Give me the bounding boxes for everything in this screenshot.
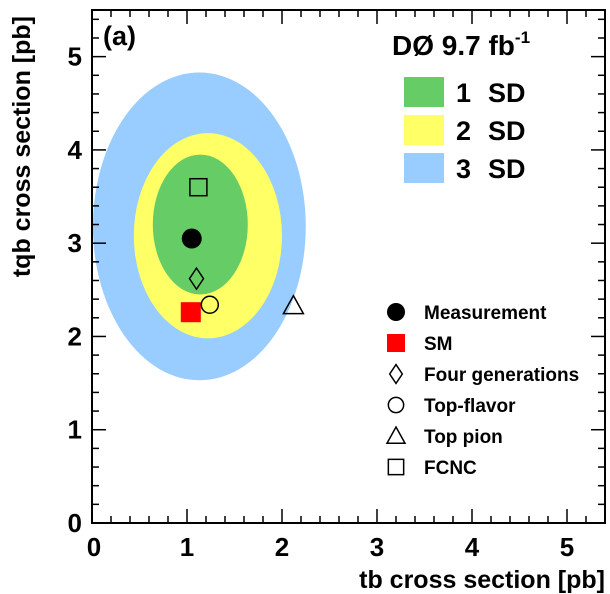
legend-marker-measurement (387, 303, 405, 321)
legend-entry-label: Measurement (424, 303, 547, 324)
legend-marker-four-generations (388, 363, 404, 385)
y-tick-label: 0 (68, 508, 82, 538)
contour-legend-label: SD (488, 116, 526, 146)
plot-frame (91, 9, 606, 524)
y-axis-label: tqb cross section [pb] (8, 16, 36, 277)
legend-marker-top-pion (385, 425, 407, 444)
x-tick-label: 2 (275, 532, 289, 562)
y-tick-label: 1 (68, 415, 82, 445)
x-tick-label: 1 (180, 532, 194, 562)
contour-legend-swatch (404, 77, 444, 107)
legend-marker-top-flavor (387, 396, 405, 414)
contour-legend-swatch (404, 115, 444, 145)
contour-legend-label: SD (488, 154, 526, 184)
legend-entry-label: Four generations (424, 365, 579, 386)
experiment-luminosity-exponent: -1 (515, 28, 530, 47)
y-tick-label: 2 (68, 321, 82, 351)
x-tick-label: 0 (87, 532, 101, 562)
point-measurement (181, 228, 202, 249)
point-top-pion (282, 294, 305, 315)
x-tick-label: 5 (560, 532, 574, 562)
contour-legend-number: 3 (456, 154, 471, 184)
x-axis-label: tb cross section [pb] (359, 566, 605, 594)
experiment-label: DØ 9.7 fb-1 (392, 28, 530, 61)
panel-label: (a) (103, 21, 136, 51)
marker-legend: Measurement SM Four generations Top-flavor T… (385, 303, 579, 479)
legend-entry-label: Top-flavor (424, 396, 516, 417)
contour-legend-number: 2 (456, 116, 471, 146)
x-tick-label: 3 (370, 532, 384, 562)
contour-legend-swatch (404, 153, 444, 183)
tick-layer (91, 10, 606, 524)
point-four-generations (188, 266, 205, 291)
contour-legend: 1 SD 2 SD 3 SD (404, 77, 526, 184)
contour-legend-label: SD (488, 78, 526, 108)
contour-layer (92, 72, 306, 381)
marker-layer (180, 177, 305, 323)
legend-entry-label: FCNC (424, 458, 477, 479)
point-fcnc (189, 177, 208, 197)
contour-1-sd (152, 154, 248, 295)
y-tick-label: 4 (68, 135, 83, 165)
experiment-name: DØ 9.7 fb (392, 30, 515, 61)
tick-label-layer: 0 1 2 3 4 5 0 1 2 3 4 5 (68, 42, 575, 562)
legend-marker-sm (387, 334, 405, 352)
y-tick-label: 3 (68, 228, 82, 258)
legend-entry-label: SM (424, 334, 453, 355)
contour-legend-number: 1 (456, 78, 471, 108)
x-tick-label: 4 (465, 532, 480, 562)
legend-entry-label: Top pion (424, 427, 503, 448)
y-tick-label: 5 (68, 42, 82, 72)
legend-marker-fcnc (387, 458, 405, 476)
point-top-flavor (200, 295, 220, 314)
point-sm (180, 302, 201, 323)
